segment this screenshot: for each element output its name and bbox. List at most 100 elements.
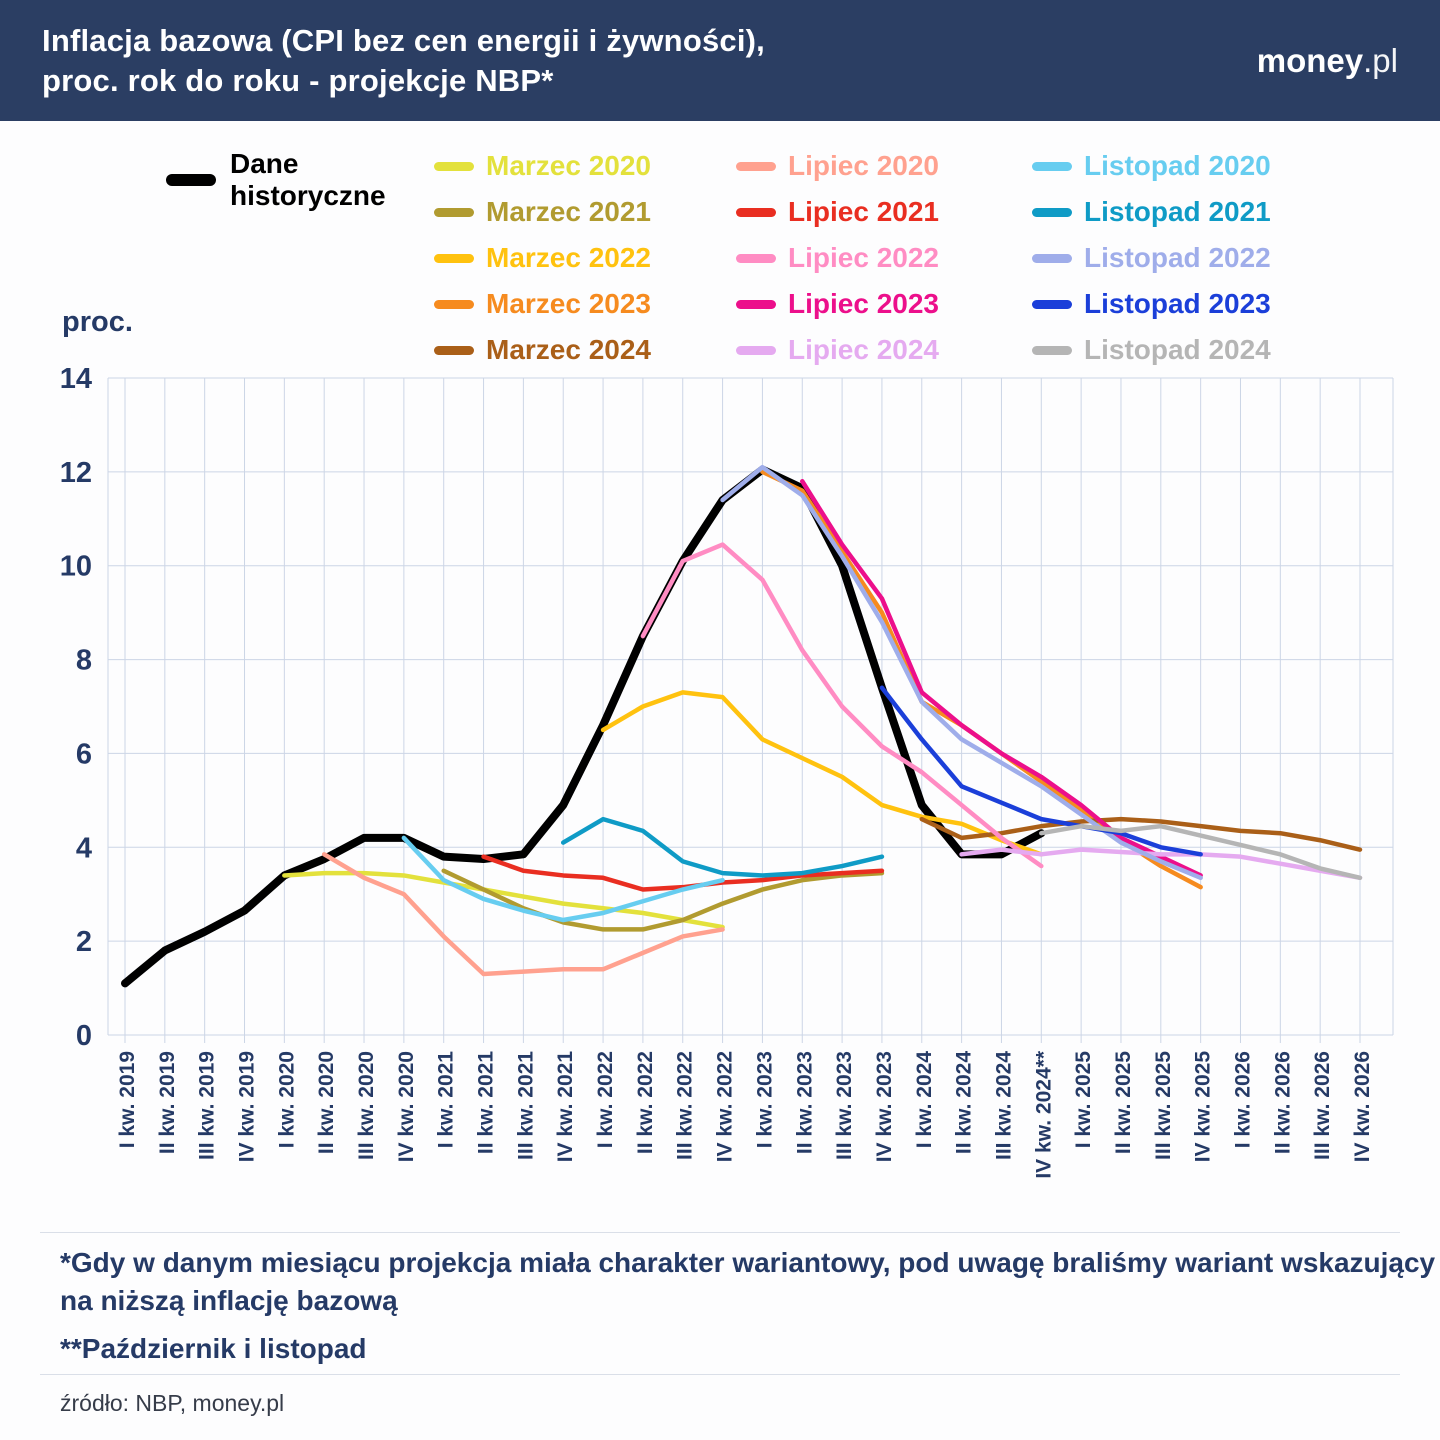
legend-item-listopad-2024: Listopad 2024 [1032, 334, 1362, 366]
series-line-dane-historyczne [121, 465, 1046, 988]
legend-item-listopad-2022: Listopad 2022 [1032, 242, 1362, 274]
legend-label-historical: Dane historyczne [230, 148, 386, 212]
x-tick-label: IV kw. 2021 [554, 1051, 577, 1163]
legend-label-lipiec-2022: Lipiec 2022 [788, 242, 939, 273]
x-tick-label: III kw. 2022 [674, 1051, 697, 1160]
line-swatch-lipiec-2022 [736, 253, 776, 263]
page-title-line2: proc. rok do roku - projekcje NBP* [42, 62, 554, 98]
x-tick-label: IV kw. 2025 [1192, 1051, 1215, 1163]
footnote-variant-line2: na niższą inflację bazową [60, 1285, 398, 1316]
historical-line-swatch [166, 174, 216, 186]
legend-item-marzec-2023: Marzec 2023 [434, 288, 736, 320]
x-tick-label: I kw. 2019 [116, 1051, 139, 1148]
y-tick-label: 8 [76, 645, 92, 677]
y-tick-label: 4 [76, 832, 92, 864]
footnote-october-november: **Październik i listopad [60, 1333, 367, 1364]
series-line-lipiec-2021 [481, 854, 885, 892]
header-bar: Inflacja bazowa (CPI bez cen energii i ż… [0, 0, 1440, 121]
x-tick-label: IV kw. 2020 [395, 1051, 418, 1162]
axis-labels: 0 2 4 6 8 10 12 14 I kw. 2019 II kw. 2019 III kw. … [60, 363, 1374, 1179]
y-tick-label: 0 [76, 1020, 92, 1052]
legend-item-marzec-2022: Marzec 2022 [434, 242, 736, 274]
legend-label-lipiec-2023: Lipiec 2023 [788, 288, 939, 319]
legend-item-listopad-2020: Listopad 2020 [1032, 150, 1362, 182]
footnote-divider-top [40, 1232, 1400, 1233]
line-swatch-marzec-2023 [434, 299, 474, 309]
line-swatch-listopad-2023 [1032, 299, 1072, 309]
legend-label-listopad-2024: Listopad 2024 [1084, 334, 1271, 365]
series-lines [121, 464, 1363, 988]
legend-label-marzec-2021: Marzec 2021 [486, 196, 652, 227]
series-line-lipiec-2022 [640, 542, 1044, 869]
x-tick-label: II kw. 2019 [156, 1051, 179, 1154]
x-tick-label: I kw. 2026 [1231, 1051, 1254, 1148]
logo-text-bold: money [1256, 41, 1364, 79]
x-tick-label: IV kw. 2026 [1351, 1051, 1374, 1162]
legend-label-lipiec-2021: Lipiec 2021 [788, 196, 939, 227]
x-tick-label: I kw. 2023 [753, 1051, 776, 1148]
legend-item-marzec-2020: Marzec 2020 [434, 150, 736, 182]
x-tick-label: III kw. 2021 [514, 1051, 537, 1160]
legend-label-listopad-2022: Listopad 2022 [1084, 242, 1271, 273]
x-tick-label: I kw. 2025 [1072, 1051, 1095, 1149]
x-tick-label: III kw. 2025 [1152, 1051, 1175, 1160]
line-swatch-lipiec-2020 [736, 161, 776, 171]
chart-grid [107, 377, 1394, 1043]
x-tick-label: IV kw. 2023 [873, 1051, 896, 1162]
legend-item-lipiec-2023: Lipiec 2023 [736, 288, 1032, 320]
series-line-listopad-2020 [401, 835, 725, 923]
legend-item-lipiec-2024: Lipiec 2024 [736, 334, 1032, 366]
x-tick-label: III kw. 2023 [833, 1051, 856, 1160]
series-line-lipiec-2023 [800, 478, 1203, 878]
line-swatch-marzec-2020 [434, 161, 474, 171]
series-line-listopad-2024 [1039, 823, 1363, 881]
series-line-lipiec-2024 [959, 847, 1363, 881]
series-line-listopad-2022 [720, 464, 1203, 881]
page-title-line1: Inflacja bazowa (CPI bez cen energii i ż… [42, 22, 765, 58]
legend-item-lipiec-2021: Lipiec 2021 [736, 196, 1032, 228]
x-tick-label: II kw. 2023 [793, 1051, 816, 1154]
line-swatch-lipiec-2023 [736, 299, 776, 309]
series-line-listopad-2021 [560, 816, 885, 878]
footnote-variant: *Gdy w danym miesiącu projekcja miała ch… [60, 1244, 1435, 1320]
legend-label-marzec-2020: Marzec 2020 [486, 150, 652, 181]
legend-label-lipiec-2024: Lipiec 2024 [788, 334, 939, 365]
x-tick-label: IV kw. 2024** [1032, 1050, 1055, 1178]
series-line-listopad-2023 [879, 685, 1203, 857]
y-tick-label: 2 [76, 926, 92, 958]
x-tick-label: II kw. 2026 [1271, 1051, 1294, 1154]
x-tick-label: I kw. 2022 [594, 1051, 617, 1148]
x-tick-label: III kw. 2024 [992, 1051, 1015, 1160]
x-tick-label: IV kw. 2022 [714, 1051, 737, 1162]
x-tick-label: II kw. 2021 [475, 1051, 498, 1154]
inflation-chart: 0 2 4 6 8 10 12 14 I kw. 2019 II kw. 2019 III kw. … [60, 363, 1394, 1179]
legend-label-historical-line1: Dane [230, 148, 299, 179]
legend-label-listopad-2021: Listopad 2021 [1084, 196, 1271, 227]
logo-text-suffix: .pl [1363, 41, 1398, 79]
x-tick-label: II kw. 2020 [315, 1051, 338, 1154]
source-divider [40, 1374, 1400, 1375]
x-tick-label: III kw. 2020 [355, 1051, 378, 1160]
y-tick-label: 14 [60, 363, 92, 395]
legend-item-listopad-2023: Listopad 2023 [1032, 288, 1362, 320]
series-line-lipiec-2020 [321, 852, 725, 977]
legend: Marzec 2020 Marzec 2021 Marzec 2022 Marzec … [434, 143, 1362, 373]
legend-label-listopad-2020: Listopad 2020 [1084, 150, 1271, 181]
series-line-marzec-2022 [600, 690, 1044, 857]
footnote-variant-line1: *Gdy w danym miesiącu projekcja miała ch… [60, 1247, 1436, 1278]
x-tick-label: I kw. 2021 [435, 1051, 458, 1149]
line-swatch-lipiec-2024 [736, 345, 776, 355]
x-tick-label: III kw. 2026 [1311, 1051, 1334, 1160]
line-swatch-listopad-2024 [1032, 345, 1072, 355]
x-tick-label: I kw. 2020 [275, 1051, 298, 1148]
line-swatch-listopad-2022 [1032, 253, 1072, 263]
moneypl-logo: money.pl [1257, 42, 1398, 80]
legend-label-historical-line2: historyczne [230, 180, 386, 211]
y-axis-unit-label: proc. [62, 306, 133, 338]
legend-label-marzec-2024: Marzec 2024 [486, 334, 652, 365]
source-text: źródło: NBP, money.pl [60, 1390, 285, 1416]
line-swatch-marzec-2022 [434, 253, 474, 263]
legend-item-dane-historyczne: Dane historyczne [166, 148, 386, 212]
legend-item-lipiec-2020: Lipiec 2020 [736, 150, 1032, 182]
